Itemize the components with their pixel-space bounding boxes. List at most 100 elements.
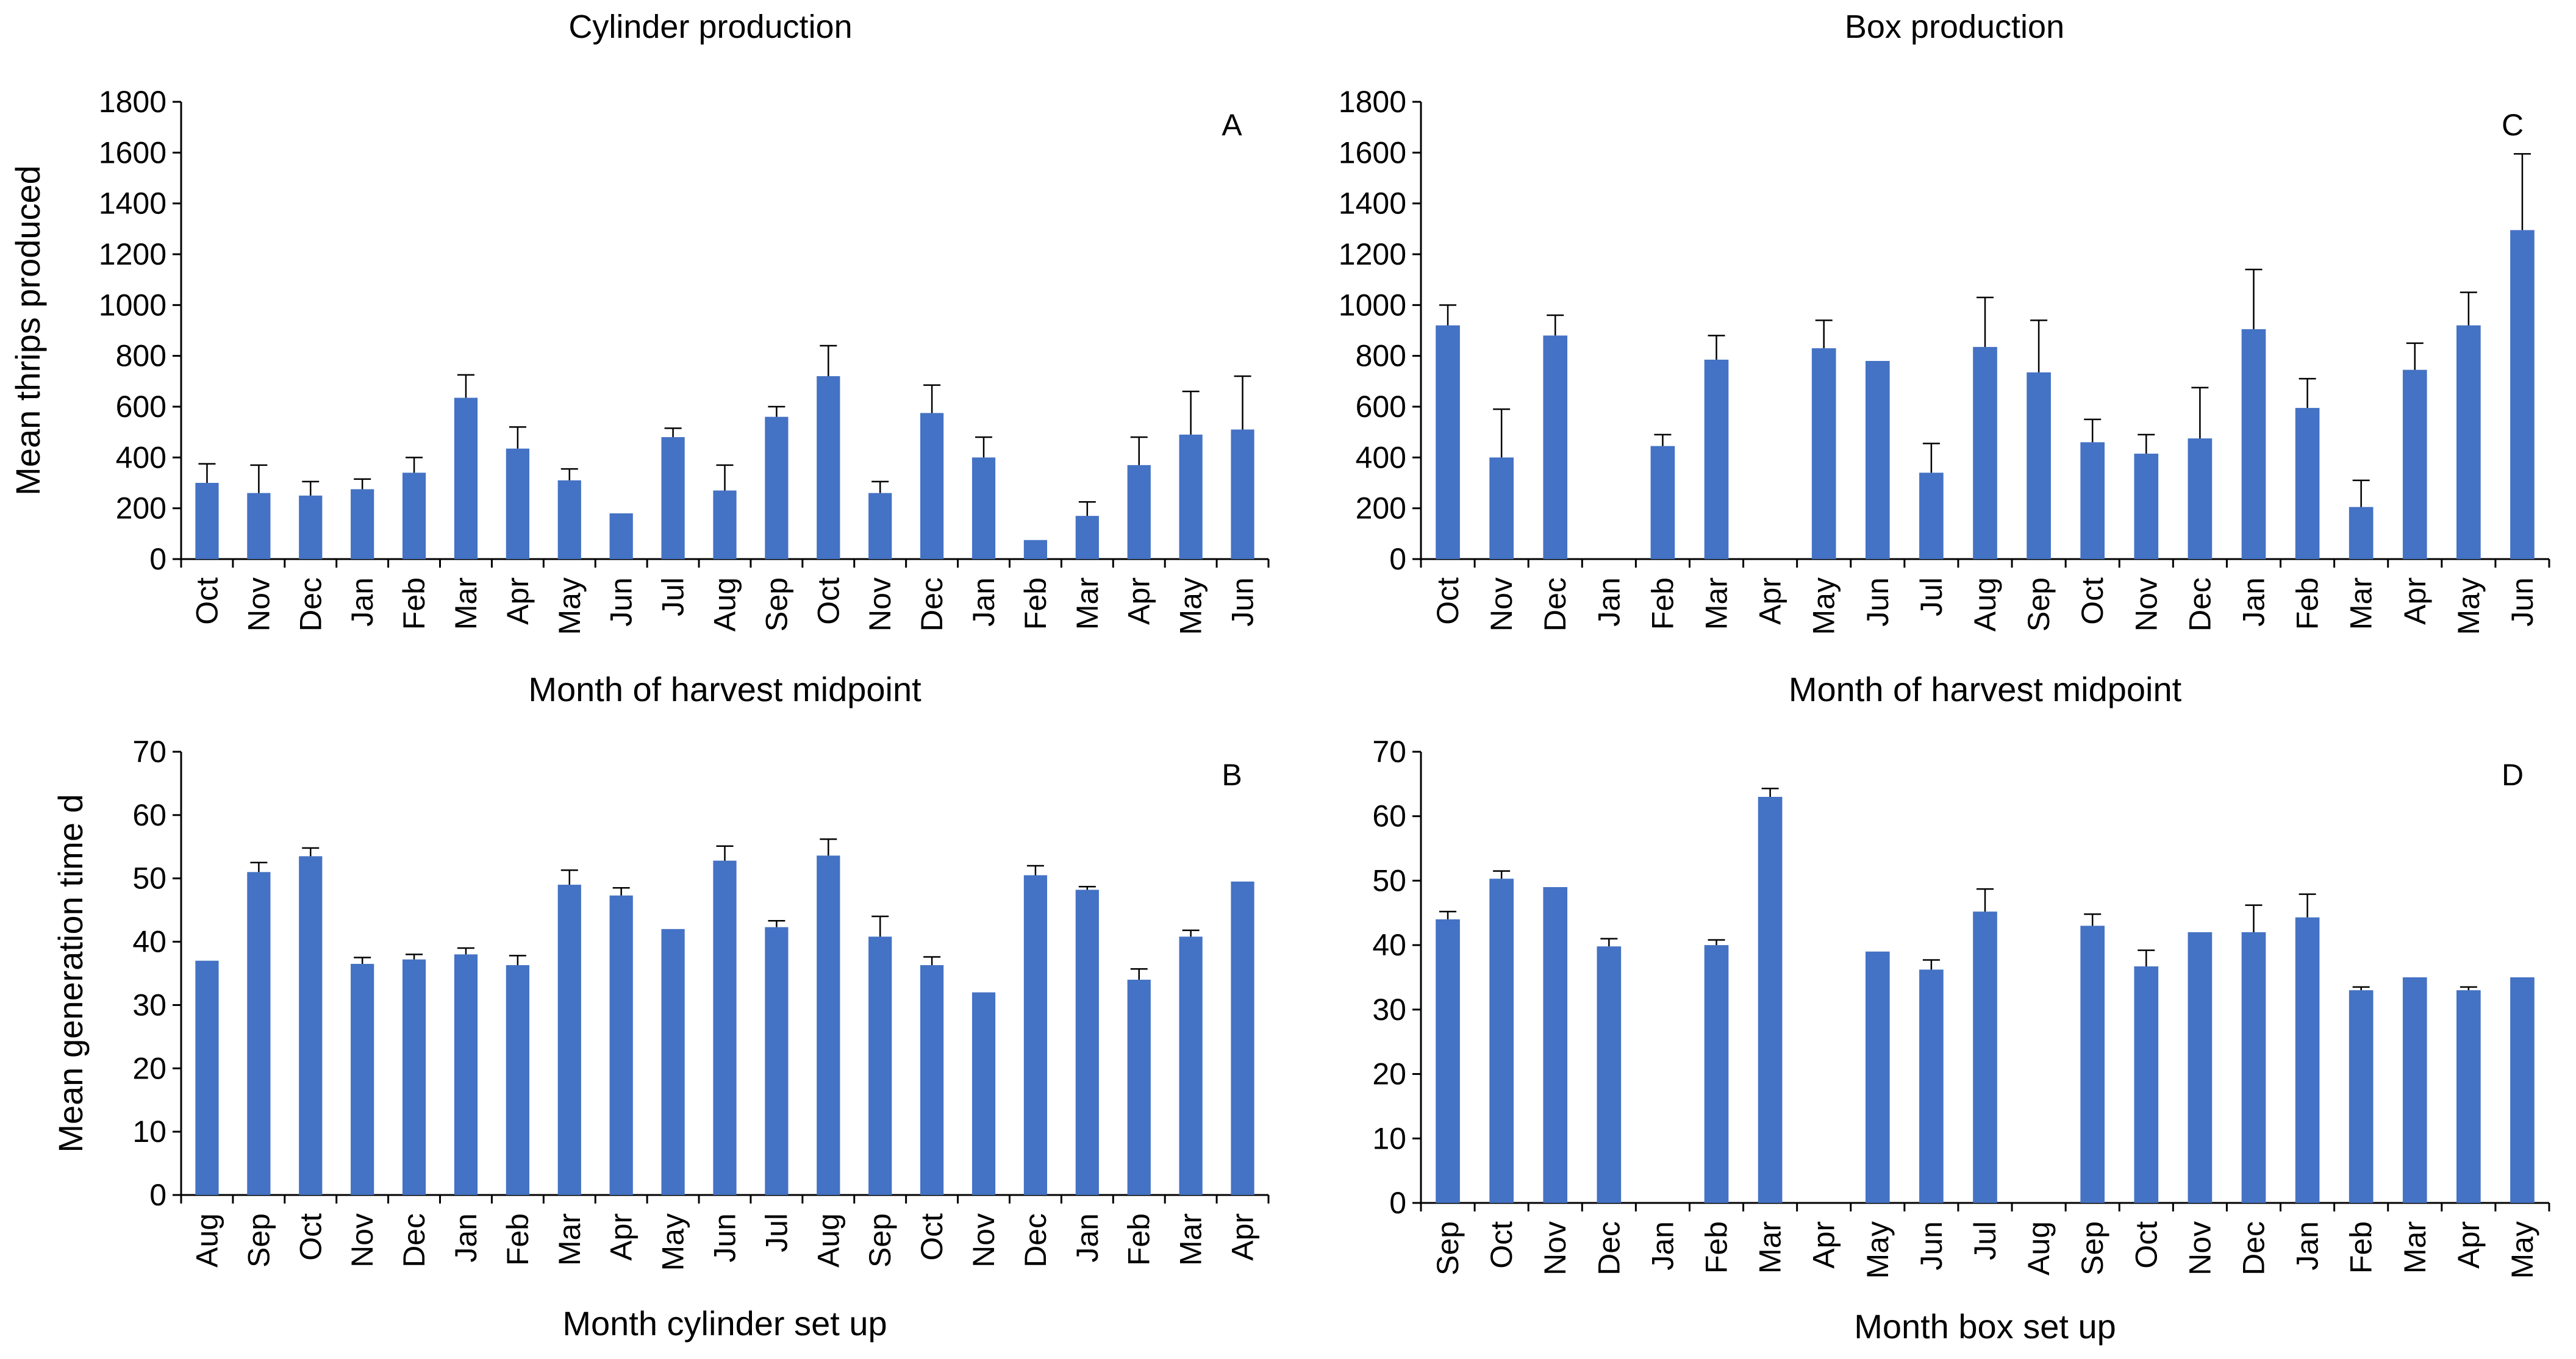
panel-c-x-axis-title: Month of harvest midpoint: [1789, 670, 2182, 708]
panel-d-bar: [1597, 946, 1622, 1203]
panel-c-x-tick-label: Apr: [1753, 577, 1787, 625]
panel-d-label: D: [2502, 758, 2524, 792]
panel-b-x-tick-label: Jun: [708, 1213, 742, 1263]
panel-c-y-tick-label: 1800: [1339, 85, 1406, 119]
panel-a-x-tick-label: Jan: [967, 577, 1001, 627]
panel-b-y-tick-label: 50: [132, 861, 166, 896]
panel-c-bar: [1436, 325, 1460, 559]
panel-a-x-tick-label: Sep: [759, 577, 793, 632]
panel-d-x-tick-label: Feb: [2344, 1221, 2378, 1274]
panel-b-x-tick-label: Aug: [190, 1213, 224, 1268]
panel-D: 0 10 20 30 40 50 60 70 Sep Oct Nov Dec Jan Feb Mar Apr M…: [1372, 735, 2550, 1346]
panel-d-x-tick-label: Oct: [1484, 1221, 1519, 1269]
panel-d-bar: [2402, 977, 2427, 1203]
panel-c-y-tick-label: 200: [1356, 491, 1406, 526]
panel-d-bar: [2510, 977, 2535, 1203]
panel-d-bar: [2080, 926, 2105, 1203]
panel-c-bar: [2241, 329, 2266, 559]
panel-c-x-tick-label: Jul: [1914, 577, 1948, 616]
panel-d-x-tick-label: Jan: [1645, 1221, 1680, 1271]
panel-d-bar: [2188, 932, 2213, 1203]
panel-a-bar: [971, 457, 996, 559]
panel-b-x-tick-label: Sep: [242, 1213, 276, 1268]
panel-b-bar: [868, 936, 892, 1195]
panel-b-x-tick-label: Jul: [759, 1213, 793, 1252]
panel-c-x-tick-label: Apr: [2398, 577, 2432, 625]
panel-b-bar: [817, 855, 840, 1195]
panel-c-bar: [2080, 442, 2105, 559]
panel-b-bar: [195, 960, 219, 1195]
panel-d-bar: [2134, 966, 2159, 1203]
panel-a-x-tick-label: Feb: [397, 577, 431, 630]
panel-c-x-tick-label: Feb: [2291, 577, 2325, 630]
panel-a-y-tick-label: 0: [149, 542, 166, 576]
panel-c-bar: [1489, 457, 1514, 559]
panel-d-y-tick-label: 30: [1372, 993, 1406, 1027]
panel-b-y-tick-label: 0: [149, 1178, 166, 1212]
panel-d-y-tick-label: 20: [1372, 1057, 1406, 1091]
panel-c-bar: [2402, 369, 2427, 559]
panel-c-bar: [1973, 347, 1997, 559]
panel-b-x-tick-label: Feb: [1122, 1213, 1156, 1266]
panel-b-bar: [402, 959, 426, 1195]
panel-a-x-tick-label: Apr: [501, 577, 535, 625]
panel-a-y-tick-label: 800: [116, 339, 166, 373]
panel-a-bar: [661, 437, 685, 559]
panel-c-x-tick-label: Nov: [1484, 577, 1519, 632]
panel-a-bar: [454, 398, 478, 559]
panel-b-x-tick-label: Aug: [811, 1213, 845, 1268]
panel-d-x-tick-label: Feb: [1700, 1221, 1734, 1274]
panel-d-bar: [1704, 945, 1729, 1203]
panel-b-bar: [713, 860, 737, 1195]
panel-b-bar: [454, 954, 478, 1195]
panel-b-x-tick-label: Oct: [915, 1213, 949, 1261]
panel-c-bar: [1650, 446, 1675, 559]
panel-c-y-tick-label: 400: [1356, 440, 1406, 474]
panel-d-bar: [2295, 917, 2320, 1203]
panel-c-x-tick-label: Jun: [2505, 577, 2539, 627]
panel-a-x-tick-label: Nov: [242, 577, 276, 632]
panel-b-bar: [351, 963, 374, 1195]
panel-c-bar: [1811, 348, 1836, 559]
panel-a-bar: [1023, 540, 1048, 559]
panel-a-x-tick-label: Dec: [293, 577, 327, 632]
panel-a-bar: [1127, 465, 1151, 559]
panel-c-x-tick-label: Jun: [1861, 577, 1895, 627]
panel-d-x-tick-label: Nov: [1538, 1221, 1572, 1275]
panel-c-y-tick-label: 0: [1389, 542, 1406, 576]
panel-b-x-tick-label: Apr: [604, 1213, 639, 1261]
panel-d-y-tick-label: 10: [1372, 1121, 1406, 1155]
panel-d-x-tick-label: Nov: [2183, 1221, 2217, 1275]
panel-a-bar: [506, 448, 529, 559]
panel-b-bar: [506, 965, 529, 1195]
panel-a-bar: [765, 416, 789, 559]
panel-d-x-tick-label: Sep: [2075, 1221, 2109, 1275]
panel-b-bar: [765, 927, 789, 1195]
panel-c-bar: [2188, 438, 2213, 559]
panel-b-x-tick-label: Dec: [1018, 1213, 1053, 1268]
cylinder-production-title: Cylinder production: [568, 9, 852, 45]
panel-c-x-tick-label: Dec: [1538, 577, 1572, 632]
panel-a-bar: [299, 495, 323, 559]
panel-c-x-tick-label: Jan: [1592, 577, 1626, 627]
panel-d-x-tick-label: Apr: [1807, 1221, 1841, 1269]
panel-a-x-tick-label: Dec: [915, 577, 949, 632]
panel-c-x-tick-label: Nov: [2129, 577, 2163, 632]
panel-b-bar: [1179, 936, 1203, 1195]
panel-a-x-tick-label: May: [553, 577, 587, 635]
panel-d-x-tick-label: Sep: [1431, 1221, 1465, 1275]
panel-c-bar: [2510, 230, 2535, 560]
panel-a-y-tick-label: 1000: [99, 288, 166, 322]
panel-a-x-tick-label: Feb: [1018, 577, 1053, 630]
panel-c-y-tick-label: 1600: [1339, 135, 1406, 169]
panel-d-bar: [1436, 919, 1460, 1203]
panel-b-x-tick-label: Nov: [967, 1213, 1001, 1268]
panel-c-label: C: [2502, 108, 2524, 142]
panel-a-bar: [713, 490, 737, 559]
panel-a-x-axis-title: Month of harvest midpoint: [528, 670, 921, 708]
panel-a-y-tick-label: 1800: [99, 85, 166, 119]
panel-c-y-tick-label: 800: [1356, 339, 1406, 373]
panel-c-x-tick-label: Mar: [2344, 577, 2378, 630]
panel-c-bar: [2456, 325, 2481, 559]
panel-a-x-tick-label: Mar: [1070, 577, 1104, 630]
